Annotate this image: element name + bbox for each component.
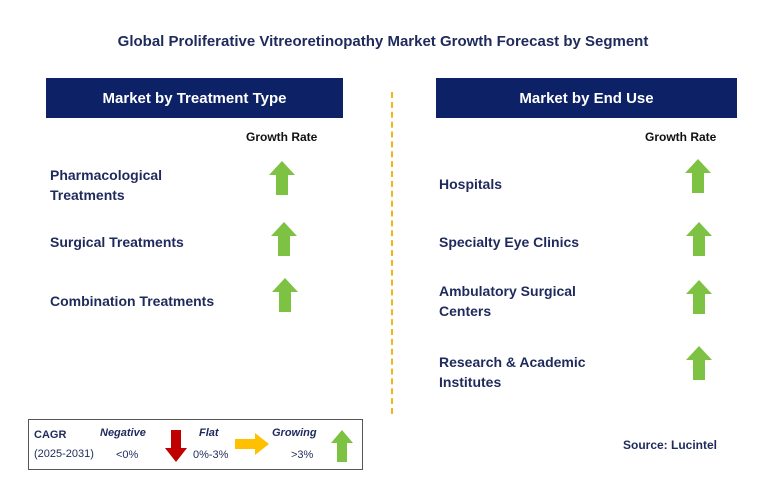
growing-arrow-icon [269,161,295,195]
right-growth-rate-label: Growth Rate [645,130,717,144]
right-item-4-label: Research & Academic Institutes [439,354,586,390]
legend-flat-label: Flat [199,427,219,439]
growing-arrow-icon [686,280,712,314]
left-item-3-label: Combination Treatments [50,293,215,309]
right-item-2-label: Specialty Eye Clinics [439,234,580,250]
legend-flat-value: 0%-3% [193,449,229,461]
right-item-3-label: Ambulatory Surgical Centers [439,283,576,319]
left-item-2-label: Surgical Treatments [50,234,184,250]
legend-negative-label: Negative [100,427,146,439]
growing-arrow-icon [272,278,298,312]
treatment-type-header: Market by Treatment Type [46,78,343,118]
legend-negative-value: <0% [116,449,139,461]
growing-arrow-icon [686,222,712,256]
left-item-1-label: Pharmacological Treatments [50,167,163,203]
legend-growing-label: Growing [272,427,317,439]
end-use-header: Market by End Use [436,78,737,118]
source-note: Source: Lucintel [623,438,718,452]
growing-arrow-icon [686,346,712,380]
chart-title: Global Proliferative Vitreoretinopathy M… [117,33,649,50]
growing-arrow-icon [685,159,711,193]
negative-arrow-icon [165,430,187,462]
growing-arrow-icon [271,222,297,256]
cagr-legend: CAGR (2025-2031) Negative <0% Flat 0%-3%… [28,419,363,470]
left-growth-rate-label: Growth Rate [246,130,318,144]
legend-cagr-label: CAGR [34,429,67,441]
panel-divider [391,92,393,414]
legend-period: (2025-2031) [34,448,94,460]
flat-arrow-icon [235,433,269,455]
right-item-1-label: Hospitals [439,176,503,192]
growing-arrow-icon [331,430,353,462]
legend-growing-value: >3% [291,449,314,461]
